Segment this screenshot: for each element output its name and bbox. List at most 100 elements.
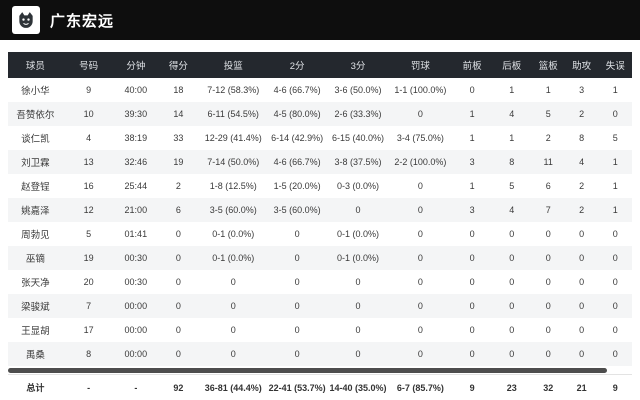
stat-cell: 0 [175,277,181,287]
stat-cell: 0 [509,301,515,311]
table-row: 梁骏斌 7 00:00 0 0 0 0 0 0 0 0 0 0 [8,294,632,318]
stat-cell: 0 [469,277,475,287]
player-name-cell: 姚嘉泽 [21,206,50,217]
stat-cell: 2-6 (33.3%) [334,109,382,119]
stat-cell: 5 [86,229,92,239]
stat-cell: 0 [355,349,361,359]
stat-cell: 3-5 (60.0%) [273,205,321,215]
stat-cell: 00:00 [124,301,148,311]
stat-cell: 0 [509,229,515,239]
stat-cell: 4 [86,133,92,143]
total-label-cell: 总计 [8,375,63,400]
stat-cell: 0 [509,253,515,263]
stat-cell: 1 [545,85,551,95]
stat-cell: 4 [579,157,585,167]
stat-cell: 8 [86,349,92,359]
stat-cell: 0 [545,229,551,239]
stat-cell: 10 [83,109,94,119]
player-name-cell: 刘卫霖 [21,158,50,169]
stat-cell: 9 [86,85,92,95]
stat-cell: 0 [355,301,361,311]
stat-cell: 0 [612,109,618,119]
stat-cell: 0 [355,277,361,287]
stat-cell: 0 [175,253,181,263]
stat-cell: 5 [612,133,618,143]
stat-cell: 1 [509,85,515,95]
stat-cell: 0 [579,229,585,239]
stat-cell: 17 [83,325,94,335]
stat-cell: 13 [83,157,94,167]
stat-cell: 0 [417,325,423,335]
stat-cell: 0 [579,277,585,287]
stat-cell: 12 [83,205,94,215]
stat-cell: 0 [509,325,515,335]
team-name: 广东宏远 [50,12,115,30]
stat-cell: 0 [469,229,475,239]
stat-cell: 7-14 (50.0%) [207,157,260,167]
player-name-cell: 谈仁凯 [21,134,50,145]
horizontal-scrollbar-thumb[interactable] [8,367,608,373]
stat-cell: 32:46 [124,157,148,167]
total-stat-cell: - [114,375,158,400]
player-name-cell: 禹桑 [25,350,45,361]
stats-table-container[interactable]: 球员 号码 分钟 得分 投篮 2分 3分 罚球 前板 后板 篮板 助攻 失误 徐小华 9 40:00 18 7-… [8,52,632,366]
stat-cell: 1 [469,181,475,191]
stat-cell: 0 [230,277,236,287]
stat-cell: 0 [417,109,423,119]
stat-cell: 0 [612,277,618,287]
stat-cell: 0 [294,277,300,287]
stat-cell: 0 [469,325,475,335]
player-name-cell: 张天净 [21,278,50,289]
stat-cell: 8 [509,157,515,167]
stat-cell: 0 [612,349,618,359]
total-table: 总计 - -92 36-81 (44.4%) 22-41 (53.7%) 14-40 (3… [8,375,632,400]
stat-cell: 3-8 (37.5%) [334,157,382,167]
player-name-cell: 巫镝 [25,254,45,265]
stat-cell: 00:30 [124,277,148,287]
column-header: 助攻 [564,52,599,78]
stat-cell: 0 [175,301,181,311]
table-row: 刘卫霖 13 32:46 19 7-14 (50.0%) 4-6 (66.7%) 3-8 (… [8,150,632,174]
stat-cell: 3 [469,205,475,215]
stat-cell: 6-14 (42.9%) [271,133,324,143]
stat-cell: 0 [545,253,551,263]
stat-cell: 0 [175,325,181,335]
stat-cell: 01:41 [124,229,148,239]
stat-cell: 1-8 (12.5%) [209,181,257,191]
stat-cell: 4-6 (66.7%) [273,85,321,95]
stat-cell: 1 [612,157,618,167]
total-stat-cell: - [62,375,115,400]
table-row: 吾赞依尔 10 39:30 14 6-11 (54.5%) 4-5 (80.0%) 2-6 … [8,102,632,126]
stat-cell: 0 [579,325,585,335]
column-header: 3分 [327,52,389,78]
stat-cell: 0 [579,253,585,263]
stat-cell: 6-11 (54.5%) [207,109,259,119]
table-row: 谈仁凯 4 38:19 33 12-29 (41.4%) 6-14 (42.9%) 6-15… [8,126,632,150]
column-header: 球员 [8,52,63,78]
stat-cell: 20 [83,277,94,287]
table-row: 巫镝 19 00:30 0 0-1 (0.0%) 0 0-1 (0.0%) 0 0 0 0 0 0 [8,246,632,270]
stat-cell: 1 [612,205,618,215]
column-header: 投篮 [199,52,267,78]
player-name-cell: 吾赞依尔 [16,110,55,121]
stat-cell: 3 [579,85,585,95]
table-row: 周勃见 5 01:41 0 0-1 (0.0%) 0 0-1 (0.0%) 0 0 0 0 0 0 [8,222,632,246]
stat-cell: 0-1 (0.0%) [212,229,255,239]
column-header: 罚球 [388,52,453,78]
stat-cell: 11 [543,157,553,167]
player-name-cell: 王显胡 [21,326,50,337]
stat-cell: 33 [173,133,184,143]
total-stat-cell: 9 [598,375,632,400]
total-stat-cell: 36-81 (44.4%) [199,375,267,400]
stat-cell: 1 [612,85,618,95]
stat-cell: 0 [230,301,236,311]
stat-cell: 0 [612,325,618,335]
table-row: 赵登锃 16 25:44 2 1-8 (12.5%) 1-5 (20.0%) 0-3 (0.… [8,174,632,198]
stat-cell: 8 [579,133,585,143]
stat-cell: 4 [509,205,515,215]
stat-cell: 00:30 [124,253,148,263]
stat-cell: 2 [579,181,585,191]
stat-cell: 3 [469,157,475,167]
stat-cell: 0 [175,229,181,239]
total-stat-cell: 23 [491,375,532,400]
